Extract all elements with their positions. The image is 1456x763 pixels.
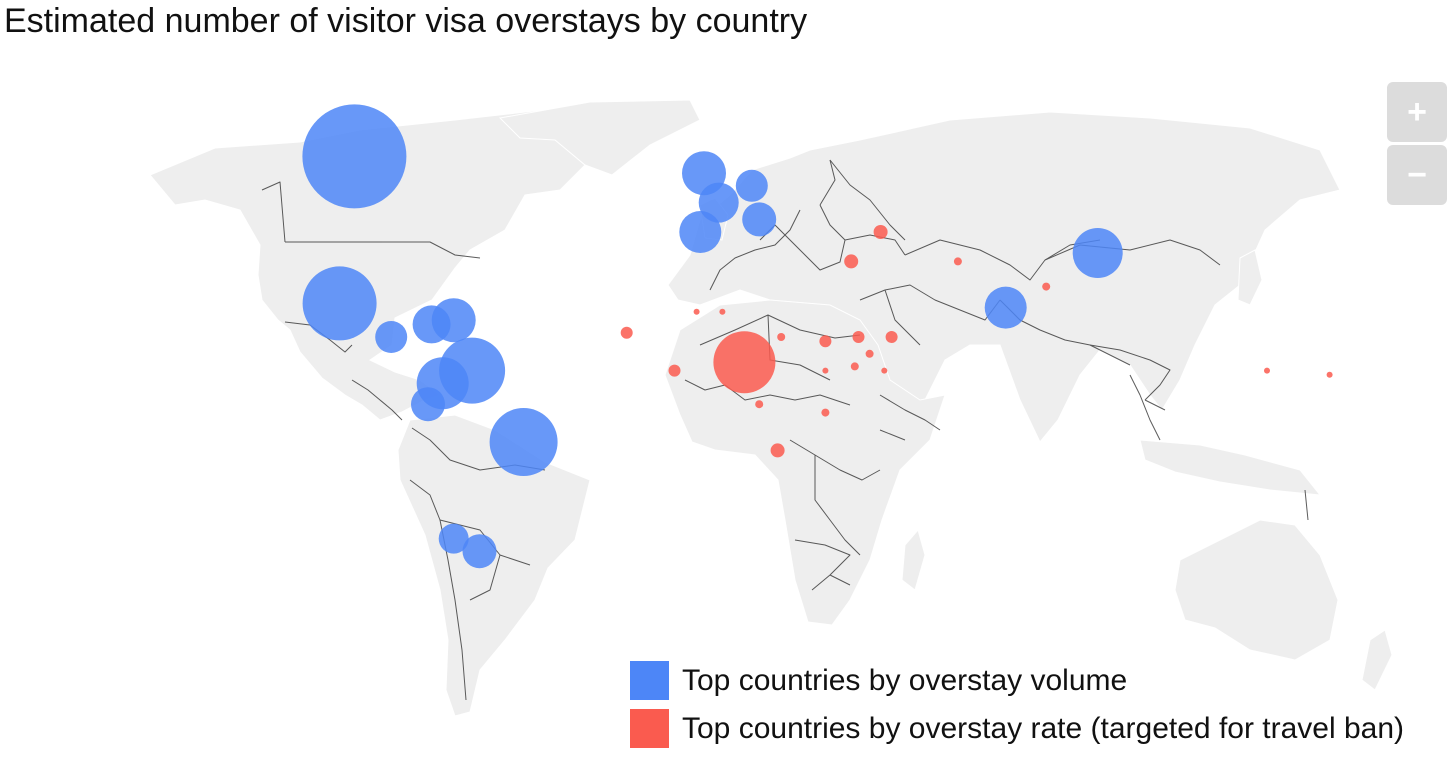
rate-marker-11[interactable]: [865, 349, 874, 358]
zoom-in-button[interactable]: +: [1387, 82, 1447, 142]
border-middle-east: [859, 284, 1001, 346]
japan-landmass: [1237, 249, 1263, 306]
southeast-asia-islands-landmass: [1139, 439, 1322, 496]
border-horn-of-africa: [879, 394, 941, 441]
border-china-south: [1089, 344, 1171, 401]
volume-marker-17[interactable]: [984, 286, 1027, 329]
rate-marker-21[interactable]: [1264, 367, 1270, 374]
rate-marker-5[interactable]: [719, 308, 726, 315]
volume-marker-3[interactable]: [375, 321, 408, 353]
border-southeast-asia: [1129, 374, 1166, 441]
new-zealand-landmass: [1361, 629, 1393, 691]
rate-marker-22[interactable]: [1326, 371, 1333, 378]
south-america-landmass: [397, 414, 591, 717]
rate-marker-3[interactable]: [668, 364, 681, 377]
volume-marker-15[interactable]: [742, 202, 777, 237]
rate-marker-12[interactable]: [881, 367, 888, 374]
rate-marker-17[interactable]: [873, 225, 888, 239]
border-papua: [1304, 489, 1309, 521]
legend-swatch-volume: [630, 661, 669, 700]
border-central-america: [351, 379, 403, 421]
zoom-out-button[interactable]: −: [1387, 145, 1447, 205]
volume-marker-5[interactable]: [431, 298, 476, 343]
rate-marker-2[interactable]: [620, 326, 633, 339]
border-central-africa: [789, 439, 881, 556]
rate-marker-15[interactable]: [770, 443, 785, 458]
rate-marker-13[interactable]: [850, 362, 859, 371]
border-russia-west: [829, 159, 906, 241]
border-alaska: [261, 181, 286, 243]
border-europe-west: [709, 209, 801, 291]
rate-marker-1[interactable]: [713, 331, 776, 394]
rate-marker-9[interactable]: [852, 331, 865, 343]
volume-marker-8[interactable]: [411, 387, 445, 422]
volume-marker-1[interactable]: [302, 104, 407, 209]
rate-marker-14[interactable]: [755, 400, 764, 409]
legend-label-volume: Top countries by overstay volume: [682, 663, 1128, 697]
rate-marker-4[interactable]: [693, 308, 700, 315]
madagascar-landmass: [901, 528, 926, 591]
volume-marker-13[interactable]: [698, 182, 739, 223]
volume-marker-2[interactable]: [302, 266, 377, 341]
volume-marker-16[interactable]: [679, 211, 722, 253]
rate-markers-layer: [620, 225, 1333, 458]
legend-item-rate: Top countries by overstay rate (targeted…: [630, 709, 1404, 748]
rate-marker-10[interactable]: [885, 331, 898, 343]
volume-marker-9[interactable]: [489, 408, 558, 476]
border-southern-africa: [794, 539, 851, 591]
volume-marker-10[interactable]: [438, 523, 469, 554]
volume-markers-layer: [302, 104, 1123, 569]
rate-marker-6[interactable]: [777, 333, 786, 341]
border-north-africa: [699, 314, 861, 381]
volume-marker-18[interactable]: [1072, 228, 1123, 278]
map-title: Estimated number of visitor visa oversta…: [4, 2, 808, 40]
australia-landmass: [1174, 519, 1339, 661]
legend-label-rate: Top countries by overstay rate (targeted…: [682, 711, 1405, 745]
volume-marker-11[interactable]: [462, 534, 497, 569]
border-canada-us: [285, 241, 481, 259]
border-west-africa: [684, 379, 851, 406]
rate-marker-18[interactable]: [844, 254, 859, 269]
border-south-america-inner: [439, 519, 531, 601]
legend-item-volume: Top countries by overstay volume: [630, 661, 1127, 700]
border-central-asia: [904, 239, 1101, 281]
legend-swatch-rate: [630, 709, 669, 748]
rate-marker-20[interactable]: [1042, 282, 1051, 291]
volume-marker-14[interactable]: [735, 169, 768, 202]
greenland-landmass: [498, 99, 701, 176]
rate-marker-8[interactable]: [822, 367, 829, 374]
border-south-america-west: [409, 479, 467, 701]
border-us-mexico: [284, 321, 353, 353]
rate-marker-19[interactable]: [953, 257, 962, 266]
rate-marker-16[interactable]: [821, 408, 830, 417]
border-europe-central: [759, 204, 846, 271]
rate-marker-7[interactable]: [819, 335, 832, 348]
